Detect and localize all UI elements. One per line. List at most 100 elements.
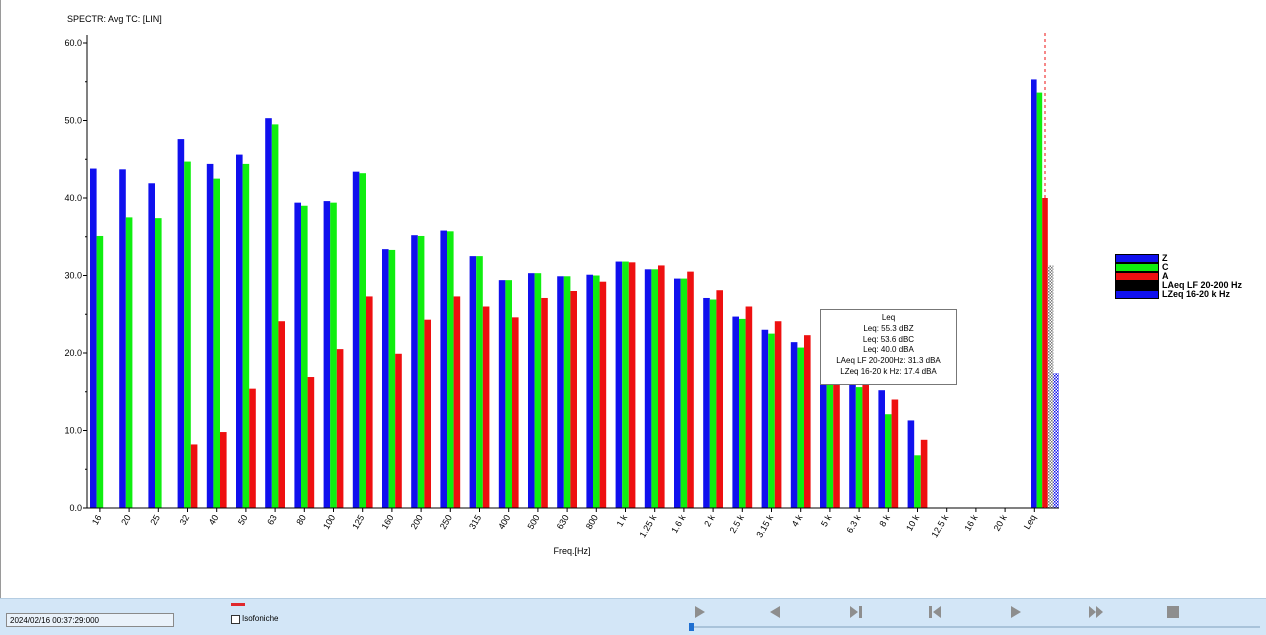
bar-z[interactable] [586, 274, 593, 508]
skip-end-icon[interactable] [848, 604, 864, 620]
bar-c[interactable] [826, 381, 834, 508]
isofoniche-checkbox[interactable] [231, 615, 240, 624]
bar-z[interactable] [119, 169, 126, 508]
legend-item-lzeq-hf[interactable]: LZeq 16-20 k Hz [1115, 290, 1242, 299]
bar-c[interactable] [563, 276, 571, 508]
bar-a[interactable] [687, 271, 694, 508]
play-start-icon[interactable] [692, 604, 708, 620]
bar-a[interactable] [307, 377, 315, 508]
bar-z[interactable] [820, 374, 827, 508]
bar-z[interactable] [615, 261, 623, 508]
bar-a[interactable] [862, 377, 869, 508]
bar-c[interactable] [271, 124, 279, 508]
bar-a[interactable] [482, 306, 490, 509]
bar-a[interactable] [190, 444, 198, 508]
bar-z[interactable] [148, 183, 155, 508]
skip-start-icon[interactable] [927, 604, 943, 620]
bar-z[interactable] [790, 342, 798, 508]
legend-item-z[interactable]: Z [1115, 254, 1242, 263]
bar-z[interactable] [703, 297, 710, 508]
bar-z[interactable] [644, 269, 652, 508]
bar-c[interactable] [242, 163, 250, 508]
legend-item-c[interactable]: C [1115, 263, 1242, 272]
bar-c[interactable] [184, 161, 191, 508]
bar-a[interactable] [716, 290, 723, 508]
progress-thumb[interactable] [689, 623, 694, 631]
bar-c[interactable] [213, 178, 220, 508]
bar-c[interactable] [359, 173, 366, 508]
bar-c[interactable] [622, 261, 629, 508]
bar-c[interactable] [885, 414, 892, 508]
bar-c[interactable] [155, 218, 162, 508]
bar-a[interactable] [366, 296, 373, 508]
bar-c[interactable] [96, 235, 104, 508]
bar-c[interactable] [330, 202, 337, 508]
bar-c[interactable] [768, 333, 775, 508]
bar-a[interactable] [249, 388, 256, 508]
bar-a[interactable] [774, 321, 782, 508]
bar-c[interactable] [534, 273, 542, 508]
progress-track[interactable] [690, 626, 1260, 628]
bar-c[interactable] [505, 280, 512, 508]
bar-z[interactable] [732, 316, 739, 508]
bar-z[interactable] [878, 390, 885, 508]
bar-c[interactable] [709, 299, 717, 508]
bar-z[interactable] [206, 163, 214, 508]
bar-a[interactable] [541, 297, 548, 508]
bar-c[interactable] [593, 275, 600, 509]
bar-a[interactable] [658, 265, 665, 508]
legend-item-a[interactable]: A [1115, 272, 1242, 281]
bar-a[interactable] [570, 291, 577, 508]
bar-z[interactable] [236, 154, 243, 508]
stop-icon[interactable] [1165, 604, 1181, 620]
bar-c[interactable] [739, 318, 746, 508]
bar-c[interactable] [388, 249, 396, 509]
bar-z[interactable] [323, 201, 331, 508]
fast-forward-icon[interactable] [1088, 604, 1104, 620]
bar-z[interactable] [674, 278, 681, 508]
bar-z[interactable] [907, 420, 915, 508]
bar-a[interactable] [424, 319, 431, 508]
bar-z[interactable] [265, 118, 272, 509]
bar-c[interactable] [797, 347, 804, 508]
bar-a[interactable] [220, 432, 227, 508]
play-icon[interactable] [1008, 604, 1024, 620]
bar-c[interactable] [301, 205, 308, 508]
bar-z[interactable] [352, 171, 360, 508]
bar-a[interactable] [920, 439, 928, 508]
step-back-icon[interactable] [767, 604, 783, 620]
bar-c[interactable] [1036, 92, 1043, 508]
bar-a[interactable] [453, 296, 461, 508]
bar-a[interactable] [628, 262, 636, 508]
bar-a[interactable] [395, 353, 402, 508]
bar-z[interactable] [90, 168, 97, 509]
bar-laeq-lf[interactable] [1047, 265, 1054, 508]
legend-item-laeq-lf[interactable]: LAeq LF 20-200 Hz [1115, 281, 1242, 290]
bar-z[interactable] [1031, 79, 1037, 509]
bar-c[interactable] [680, 278, 688, 508]
bar-a[interactable] [833, 366, 840, 508]
bar-z[interactable] [177, 139, 185, 508]
bar-c[interactable] [476, 256, 483, 508]
datetime-field[interactable]: 2024/02/16 00:37:29:000 [6, 613, 174, 627]
bar-a[interactable] [512, 317, 519, 508]
bar-c[interactable] [417, 235, 425, 508]
bar-z[interactable] [411, 235, 418, 508]
bar-c[interactable] [651, 269, 658, 508]
bar-a[interactable] [891, 399, 899, 509]
bar-a[interactable] [599, 281, 607, 508]
bar-a[interactable] [804, 335, 811, 508]
bar-a[interactable] [336, 349, 344, 508]
bar-c[interactable] [447, 231, 454, 508]
bar-z[interactable] [498, 280, 506, 508]
bar-c[interactable] [914, 455, 921, 508]
bar-z[interactable] [440, 230, 447, 509]
bar-z[interactable] [557, 276, 564, 508]
bar-z[interactable] [761, 329, 769, 508]
bar-lzeq-hf[interactable] [1053, 373, 1059, 508]
bar-z[interactable] [469, 256, 477, 508]
bar-z[interactable] [849, 377, 856, 508]
bar-a[interactable] [745, 306, 753, 509]
bar-z[interactable] [382, 249, 389, 508]
bar-z[interactable] [294, 202, 301, 508]
